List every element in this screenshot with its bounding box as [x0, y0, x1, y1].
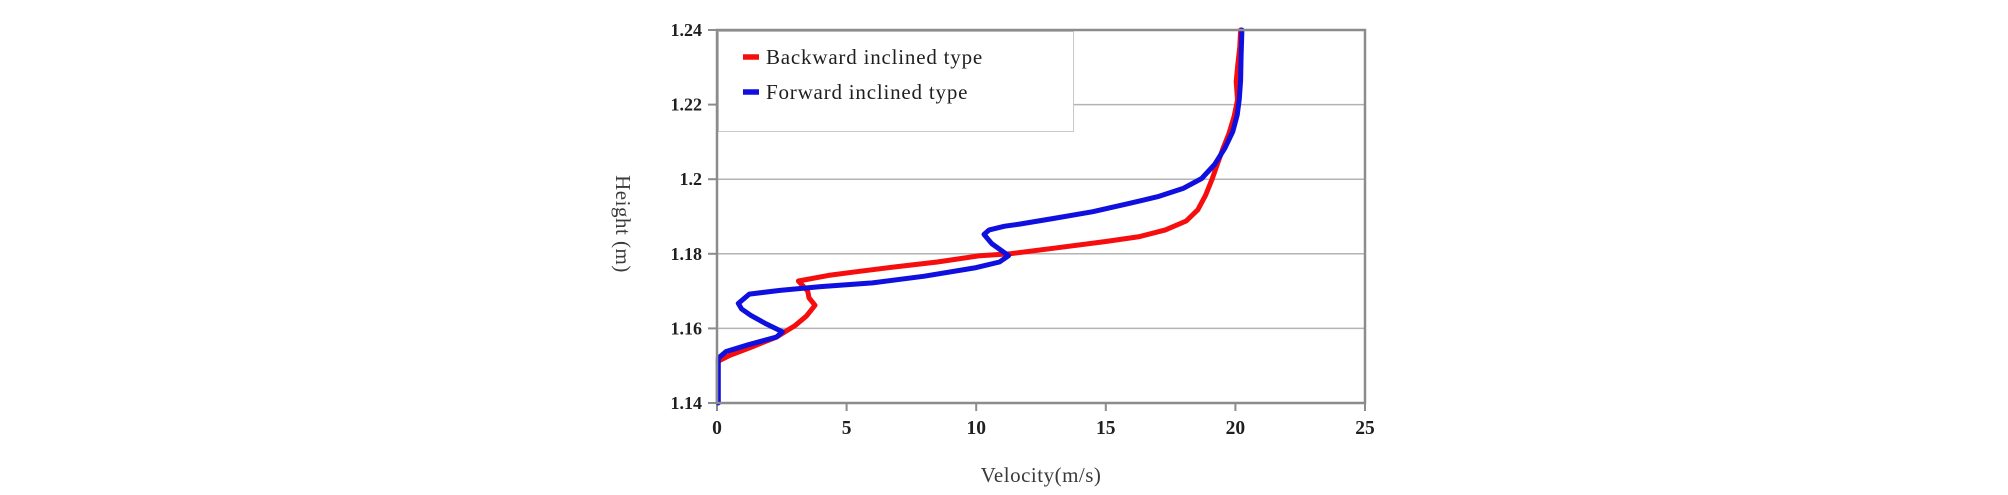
x-tick-label-20: 20 — [1226, 418, 1246, 439]
x-tick-label-10: 10 — [966, 418, 986, 439]
y-tick-label-1-14: 1.14 — [671, 393, 703, 413]
x-tick-label-25: 25 — [1355, 418, 1375, 439]
y-tick-label-1-18: 1.18 — [671, 244, 703, 264]
y-axis-tick-labels: 1.24 1.22 1.2 1.18 1.16 1.14 — [671, 20, 703, 413]
legend-box — [718, 31, 1074, 132]
gridlines — [717, 103, 1365, 330]
velocity-profile-chart: Backward inclined type Forward inclined … — [611, 20, 1375, 487]
y-tick-marks — [708, 29, 717, 404]
y-tick-label-1-22: 1.22 — [671, 95, 703, 115]
legend-label-backward: Backward inclined type — [766, 45, 983, 69]
y-axis-title: Height (m) — [611, 175, 635, 273]
legend: Backward inclined type Forward inclined … — [743, 45, 983, 104]
x-axis-tick-labels: 0 5 10 15 20 25 — [712, 418, 1375, 439]
x-tick-label-5: 5 — [842, 418, 852, 439]
curve-backward-inclined — [715, 27, 1244, 364]
y-tick-label-1-24: 1.24 — [671, 20, 703, 40]
plot-frame — [715, 28, 1367, 405]
x-axis-title: Velocity(m/s) — [981, 463, 1102, 487]
x-tick-label-15: 15 — [1096, 418, 1116, 439]
x-tick-label-0: 0 — [712, 418, 722, 439]
y-tick-label-1-16: 1.16 — [671, 318, 703, 338]
curve-forward-inclined — [715, 27, 1245, 406]
legend-label-forward: Forward inclined type — [766, 80, 968, 104]
y-tick-label-1-2: 1.2 — [680, 169, 703, 189]
